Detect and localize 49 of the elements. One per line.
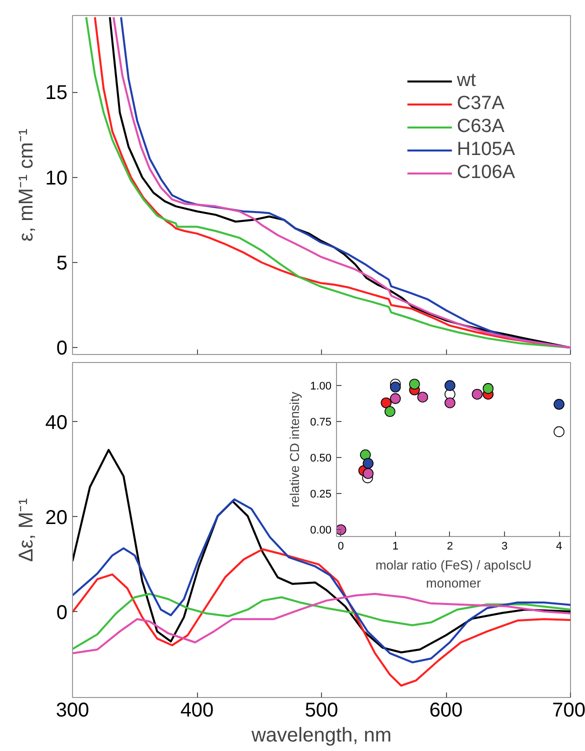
x-tick-label: 4 <box>556 540 562 552</box>
x-tick-label: 400 <box>180 700 214 722</box>
y-axis-title: ε, mM⁻¹ cm⁻¹ <box>15 128 38 242</box>
x-tick-label: 300 <box>56 700 90 722</box>
y-tick-label: 0.75 <box>310 416 332 429</box>
legend-label: C63A <box>456 116 504 138</box>
y-tick-label: 0 <box>56 602 68 624</box>
point <box>409 378 420 390</box>
legend-label: wt <box>456 70 477 92</box>
point <box>390 382 401 392</box>
point <box>444 397 456 408</box>
point <box>336 524 346 536</box>
y-axis-title: Δε, M⁻¹ <box>15 498 38 562</box>
legend-label: H105A <box>456 139 515 161</box>
point <box>360 449 371 460</box>
x-tick-label: 2 <box>446 540 454 552</box>
y-tick-label: 10 <box>45 167 68 190</box>
point <box>554 426 564 438</box>
y-tick-label: 40 <box>45 412 68 434</box>
x-tick-label: 0 <box>338 540 344 552</box>
x-axis-title: wavelength, nm <box>250 724 392 746</box>
point <box>390 393 401 404</box>
y-tick-label: 0.25 <box>310 488 332 501</box>
point <box>380 397 392 408</box>
y-tick-label: 20 <box>45 506 68 529</box>
point <box>482 383 494 394</box>
point <box>417 392 428 402</box>
point <box>444 380 456 391</box>
x-tick-label: 700 <box>552 700 585 722</box>
point <box>554 398 564 410</box>
y-tick-label: 5 <box>56 252 68 275</box>
point <box>362 458 374 469</box>
legend-label: C106A <box>456 162 515 184</box>
point <box>472 388 483 400</box>
legend-label: C37A <box>456 93 504 115</box>
y-tick-label: 0.50 <box>310 452 332 465</box>
x-tick-label: 600 <box>429 700 463 722</box>
x-tick-label: 1 <box>392 540 398 552</box>
point <box>384 406 396 417</box>
line-series <box>72 548 570 687</box>
y-tick-label: 0 <box>56 338 68 360</box>
x-axis-title: molar ratio (FeS) / apoIscU monomer <box>375 558 532 590</box>
y-axis-title: relative CD intensity <box>287 391 302 508</box>
y-tick-label: 1.00 <box>310 380 332 393</box>
point <box>362 468 374 479</box>
x-tick-label: 3 <box>501 540 508 552</box>
y-tick-label: 15 <box>45 82 68 104</box>
x-tick-label: 500 <box>304 700 338 722</box>
y-tick-label: 0.00 <box>310 524 332 537</box>
